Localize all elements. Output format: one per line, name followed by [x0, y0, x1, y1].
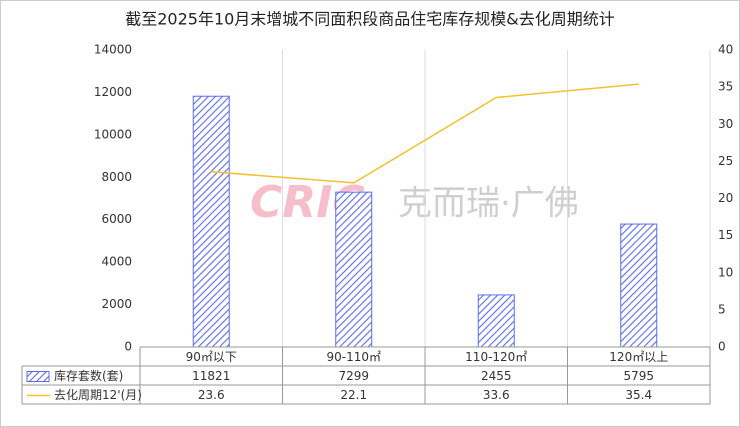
y-tick-label: 2000 [101, 297, 132, 311]
y2-tick-label: 35 [718, 80, 733, 94]
table-value: 23.6 [198, 388, 225, 402]
y-tick-label: 12000 [94, 85, 132, 99]
y2-tick-label: 15 [718, 228, 733, 242]
y2-tick-label: 20 [718, 191, 733, 205]
y2-tick-label: 30 [718, 117, 733, 131]
legend-label: 去化周期12'(月) [54, 388, 142, 402]
x-tick-label: 110-120㎡ [465, 350, 527, 364]
y-tick-label: 6000 [101, 212, 132, 226]
bar [192, 95, 230, 348]
legend-swatch [26, 371, 50, 382]
x-tick-label: 90㎡以下 [186, 350, 237, 364]
table-value: 22.1 [340, 388, 367, 402]
chart-title: 截至2025年10月末增城不同面积段商品住宅库存规模&去化周期统计 [125, 10, 615, 29]
y2-tick-label: 40 [718, 43, 733, 57]
table-value: 35.4 [625, 388, 652, 402]
y-tick-label: 0 [124, 340, 132, 354]
table-value: 11821 [192, 369, 230, 383]
y2-tick-label: 5 [718, 302, 726, 316]
watermark: CRIC 克而瑞·广佛 [250, 177, 579, 228]
y2-tick-label: 10 [718, 265, 733, 279]
y-tick-label: 8000 [101, 170, 132, 184]
watermark-text: 克而瑞·广佛 [398, 184, 579, 224]
bar [335, 191, 373, 348]
table-value: 7299 [338, 369, 369, 383]
legend-label: 库存套数(套) [54, 368, 123, 383]
y2-tick-label: 25 [718, 154, 733, 168]
bar [477, 294, 515, 348]
bar [620, 223, 658, 348]
y-tick-label: 4000 [101, 255, 132, 269]
y2-tick-label: 0 [718, 340, 726, 354]
table-value: 2455 [481, 369, 512, 383]
y-tick-label: 14000 [94, 43, 132, 57]
line [211, 83, 639, 184]
table-value: 5795 [623, 369, 654, 383]
x-tick-label: 120㎡以上 [609, 350, 668, 364]
y-tick-label: 10000 [94, 127, 132, 141]
x-tick-label: 90-110㎡ [326, 350, 381, 364]
table-value: 33.6 [483, 388, 510, 402]
